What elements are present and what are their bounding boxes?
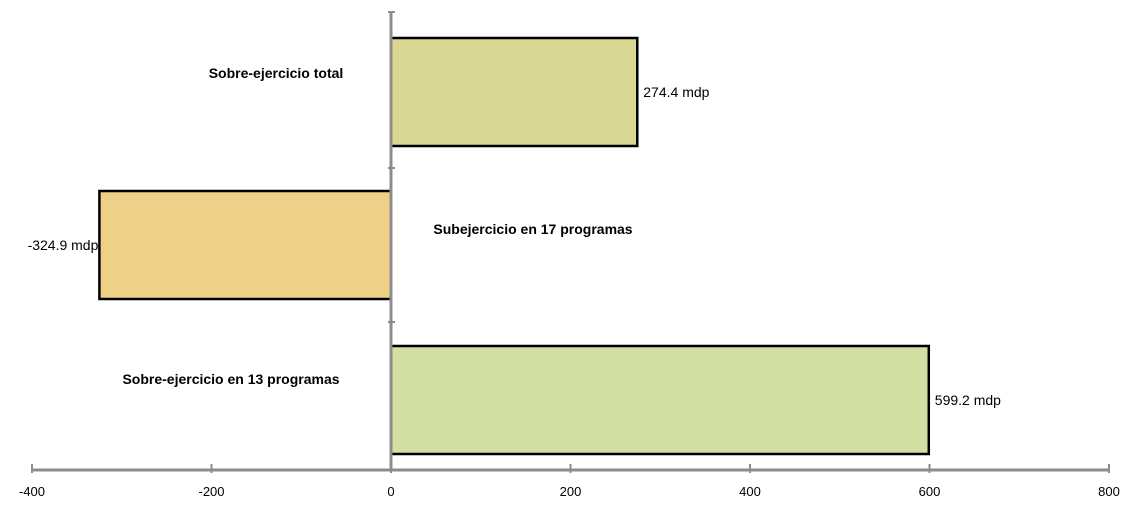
x-tick-label-1: -400 (19, 484, 45, 499)
x-tick-label-6: 600 (919, 484, 941, 499)
bar-1 (389, 36, 639, 148)
labels-layer: -400 -200 0 200 400 600 800 274.4 mdp -324.9 mdp… (19, 65, 1120, 499)
x-tick-label-4: 200 (560, 484, 582, 499)
bars-layer (98, 36, 931, 456)
axes-layer (31, 11, 1110, 473)
category-label-3: Sobre-ejercicio en 13 programas (122, 371, 339, 387)
bar-2 (98, 189, 393, 301)
data-label-2: -324.9 mdp (28, 237, 99, 253)
x-tick-label-5: 400 (739, 484, 761, 499)
bar-3 (389, 344, 931, 456)
x-tick-label-2: -200 (198, 484, 224, 499)
category-label-1: Sobre-ejercicio total (209, 65, 344, 81)
x-tick-label-7: 800 (1098, 484, 1120, 499)
category-label-2: Subejercicio en 17 programas (433, 221, 632, 237)
x-tick-label-3: 0 (387, 484, 394, 499)
data-label-1: 274.4 mdp (643, 84, 709, 100)
data-label-3: 599.2 mdp (935, 392, 1001, 408)
